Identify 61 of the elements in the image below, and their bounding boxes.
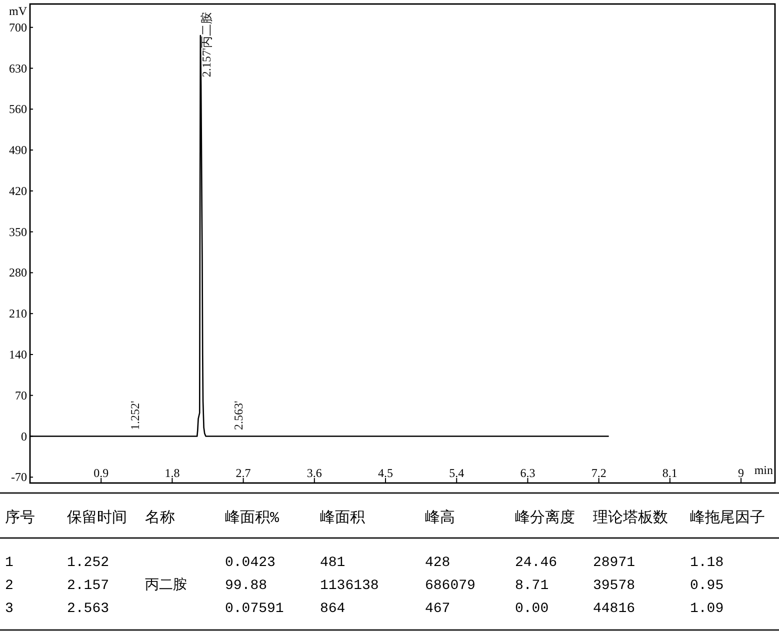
y-tick-label: 280 xyxy=(9,266,27,280)
x-tick-label: 2.7 xyxy=(236,466,251,480)
text: 2.157 xyxy=(67,578,110,594)
category-label: 峰面积% xyxy=(225,508,280,526)
category-label: 峰面积 xyxy=(320,508,365,526)
text: 0.0423 xyxy=(225,555,276,571)
y-tick-label: 0 xyxy=(21,429,27,444)
x-tick-label: 6.3 xyxy=(520,466,536,480)
annotation: 2.157'丙二胺 xyxy=(199,12,214,78)
text: 481 xyxy=(320,555,346,571)
y-tick-label: 630 xyxy=(9,61,27,76)
annotation: 2.563' xyxy=(231,400,246,430)
x-tick-label: 5.4 xyxy=(449,466,464,480)
annotation: 1.252' xyxy=(128,400,142,430)
text: 686079 xyxy=(425,578,476,594)
text: 1 xyxy=(5,555,14,571)
y-tick-label: 70 xyxy=(15,388,27,402)
x-tick-label: 9 xyxy=(738,466,744,480)
category-label: 峰拖尾因子 xyxy=(690,508,765,526)
text: 39578 xyxy=(593,578,636,594)
y-tick-label: 210 xyxy=(9,306,27,321)
text: 24.46 xyxy=(515,555,558,571)
text: 3 xyxy=(5,601,14,617)
category-label: 名称 xyxy=(145,508,175,526)
text: 864 xyxy=(320,601,346,617)
y-tick-label: 350 xyxy=(9,224,27,239)
text: 28971 xyxy=(593,555,636,571)
y-tick-label: 140 xyxy=(9,347,27,362)
text: 1.252 xyxy=(67,555,110,571)
x-tick-label: 1.8 xyxy=(164,466,180,480)
y-tick-label: 700 xyxy=(9,20,27,34)
text: 1.09 xyxy=(690,601,724,617)
y-axis-title: mV xyxy=(9,4,28,18)
category-label: 序号 xyxy=(5,508,35,526)
text: 428 xyxy=(425,555,450,571)
text: 0.07591 xyxy=(225,601,284,617)
x-tick-label: 3.6 xyxy=(306,466,322,480)
text: 467 xyxy=(425,601,450,617)
x-tick-label: 7.2 xyxy=(591,466,606,480)
x-tick-label: 0.9 xyxy=(94,466,109,480)
text: 2.563 xyxy=(67,601,110,617)
text: 0.95 xyxy=(690,578,724,594)
text: 44816 xyxy=(593,601,636,617)
text: 2 xyxy=(5,578,14,594)
text: 1.18 xyxy=(690,555,724,571)
category-label: 峰分离度 xyxy=(515,508,575,526)
text: 8.71 xyxy=(515,578,549,594)
x-tick-label: 8.1 xyxy=(662,466,678,480)
x-tick-label: 4.5 xyxy=(378,466,394,480)
y-tick-label: -70 xyxy=(11,470,27,484)
y-tick-label: 490 xyxy=(9,143,27,158)
category-label: 理论塔板数 xyxy=(593,508,668,526)
category-label: 峰高 xyxy=(425,508,455,526)
text: 0.00 xyxy=(515,601,549,617)
x-axis-title: min xyxy=(754,463,773,477)
text: 99.88 xyxy=(225,578,268,594)
y-tick-label: 420 xyxy=(9,184,27,198)
category-label: 保留时间 xyxy=(67,508,127,526)
text: 丙二胺 xyxy=(145,578,187,594)
y-tick-label: 560 xyxy=(9,102,27,116)
text: 1136138 xyxy=(320,578,379,594)
